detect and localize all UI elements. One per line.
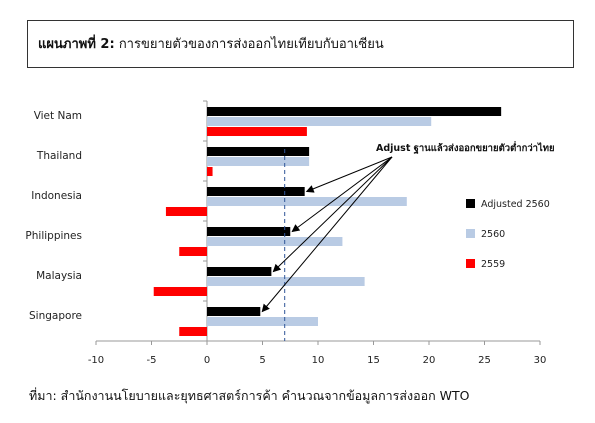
bar-2560 <box>207 117 432 126</box>
bar-2559 <box>153 287 207 296</box>
bar-2560 <box>207 317 318 326</box>
bar-2560 <box>207 237 343 246</box>
x-tick-label: -10 <box>88 355 104 366</box>
chart-title: แผนภาพที่ 2: การขยายตัวของการส่งออกไทยเท… <box>38 33 384 54</box>
figure-label: แผนภาพที่ 2: <box>38 37 115 52</box>
x-tick-label: 30 <box>534 355 547 366</box>
annotation-arrow <box>272 156 393 273</box>
annotation-label: Adjust ฐานแล้วส่งออกขยายตัวต่ำกว่าไทย <box>376 140 555 154</box>
category-label: Malaysia <box>36 270 82 282</box>
legend-swatch <box>466 199 475 208</box>
category-label: Philippines <box>25 230 82 242</box>
legend-label: Adjusted 2560 <box>481 199 550 210</box>
category-label: Viet Nam <box>34 110 82 122</box>
bar-2559 <box>179 247 207 256</box>
bar-adjusted-2560 <box>207 227 291 236</box>
title-box: แผนภาพที่ 2: การขยายตัวของการส่งออกไทยเท… <box>27 20 574 68</box>
bar-adjusted-2560 <box>207 147 310 156</box>
x-tick-label: 0 <box>204 355 210 366</box>
x-tick-label: 20 <box>423 355 436 366</box>
legend-swatch <box>466 259 475 268</box>
figure-title: การขยายตัวของการส่งออกไทยเทียบกับอาเซียน <box>118 37 384 52</box>
bar-2559 <box>179 327 207 336</box>
bar-2559 <box>165 207 207 216</box>
legend-label: 2559 <box>481 259 505 270</box>
legend-label: 2560 <box>481 229 505 240</box>
bar-2560 <box>207 277 365 286</box>
bar-adjusted-2560 <box>207 307 261 316</box>
category-label: Indonesia <box>31 190 82 202</box>
annotation-arrow <box>291 156 393 233</box>
bar-2560 <box>207 197 407 206</box>
bar-adjusted-2560 <box>207 187 305 196</box>
x-tick-label: 10 <box>312 355 325 366</box>
x-tick-label: 25 <box>478 355 491 366</box>
x-tick-label: 5 <box>259 355 265 366</box>
x-tick-label: -5 <box>147 355 157 366</box>
x-tick-label: 15 <box>367 355 380 366</box>
bar-2560 <box>207 157 310 166</box>
bar-adjusted-2560 <box>207 267 272 276</box>
annotation-arrow <box>261 156 393 313</box>
annotation-arrow <box>305 156 393 193</box>
bar-2559 <box>207 127 307 136</box>
bar-adjusted-2560 <box>207 107 502 116</box>
legend-swatch <box>466 229 475 238</box>
category-label: Thailand <box>36 150 82 162</box>
category-label: Singapore <box>29 310 82 322</box>
bar-2559 <box>207 167 213 176</box>
source-note: ที่มา: สำนักงานนโยบายและยุทธศาสตร์การค้า… <box>29 388 470 403</box>
